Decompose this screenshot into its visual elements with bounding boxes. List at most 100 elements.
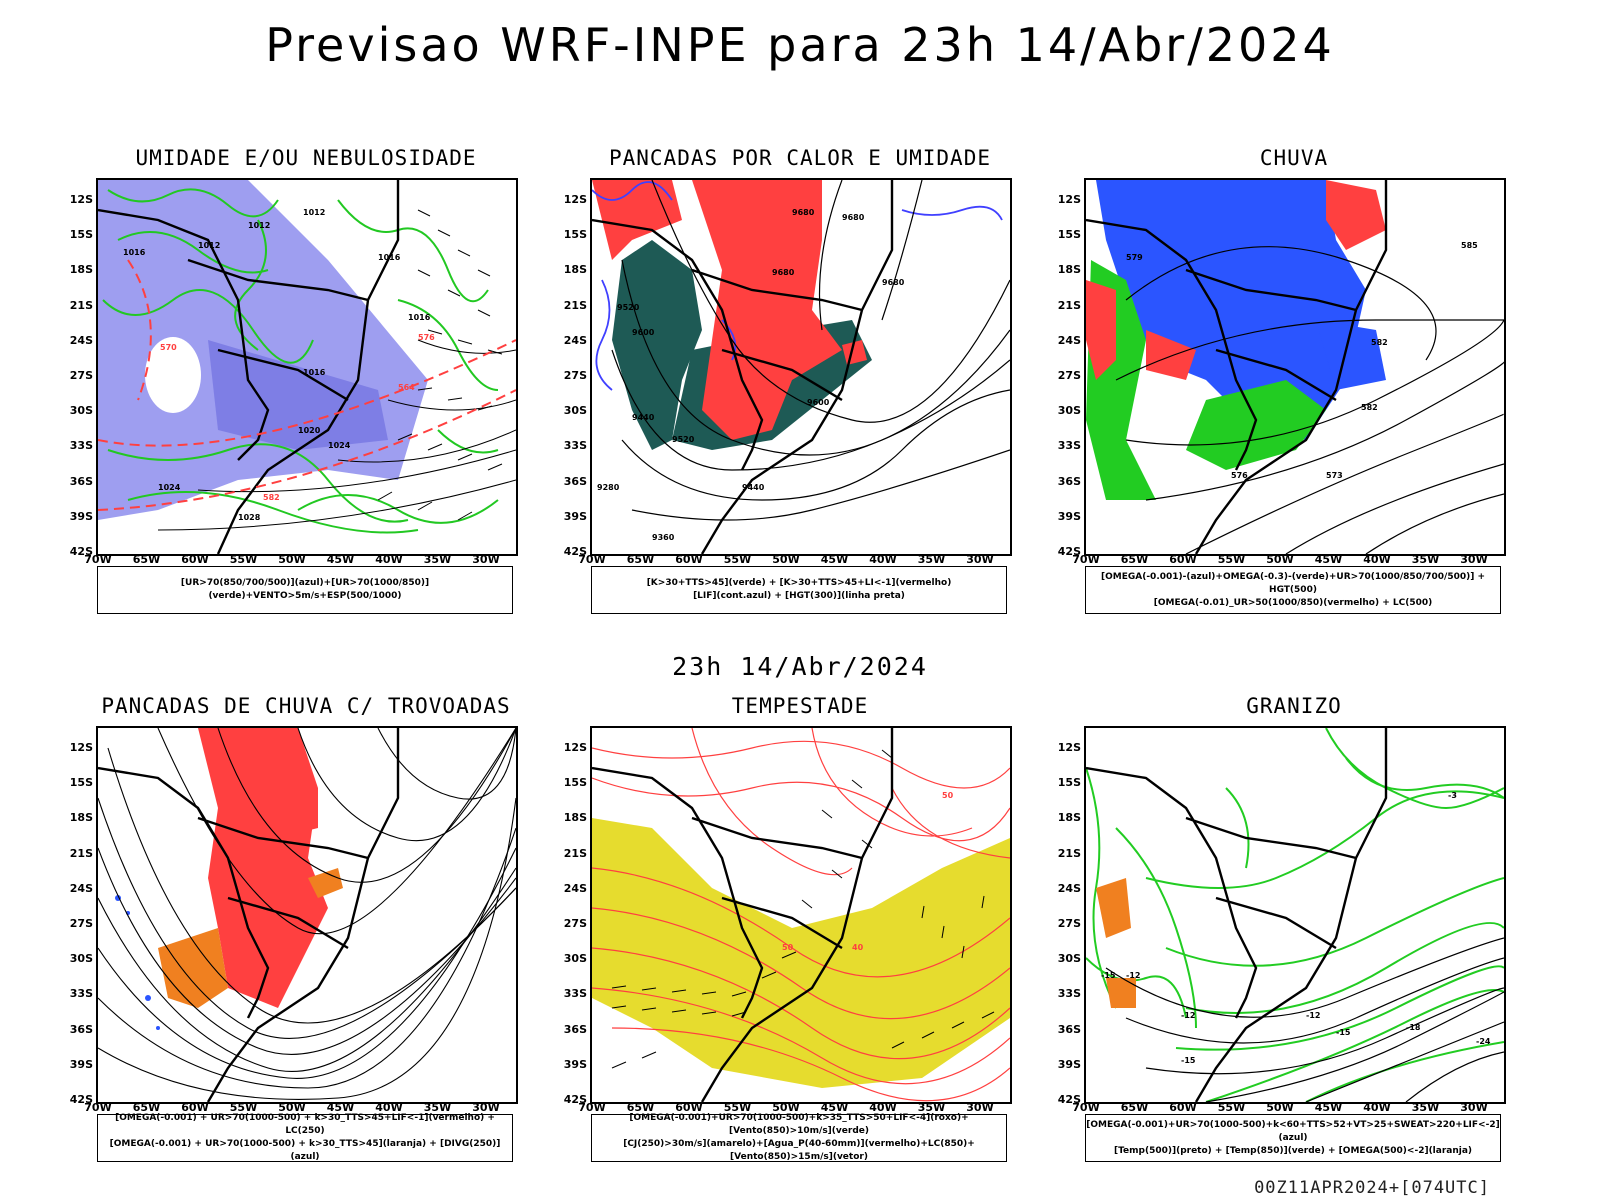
lat-tick-label: 24S [563,881,587,895]
lon-tick-label: 70W [84,1101,112,1114]
legend-umidade: [UR>70(850/700/500)](azul)+[UR>70(1000/8… [97,566,513,614]
lon-tick-label: 35W [1411,553,1440,566]
lon-tick-label: 55W [1217,1101,1246,1114]
contour-label: 579 [1126,253,1143,262]
legend-line: [Temp(500)](preto) + [Temp(850)](verde) … [1113,1145,1473,1156]
lon-tick-label: 60W [1169,553,1197,566]
lat-tick-label: 42S [1057,545,1081,558]
lat-tick-label: 21S [1057,846,1081,860]
lon-tick-label: 55W [229,553,258,566]
lat-tick-label: 36S [69,474,93,488]
lat-tick-label: 39S [1057,509,1081,523]
contour-label: 1016 [408,313,431,322]
lat-tick-label: 24S [69,881,93,895]
lat-tick-label: 30S [1057,404,1081,418]
fill-teal [612,240,702,450]
lon-tick-label: 30W [966,553,994,566]
lon-tick-label: 50W [278,1101,306,1114]
lon-tick-label: 65W [1120,553,1149,566]
contour-label: 9600 [632,328,655,337]
fill-red-main [692,180,842,440]
contour-label: 582 [263,493,280,502]
contour-label: 582 [1371,338,1388,347]
lat-tick-label: 15S [69,228,93,242]
mid-title: 23h 14/Abr/2024 [672,652,928,681]
lat-tick-label: 42S [563,1093,587,1106]
contour-label: -15 [1101,971,1116,980]
lat-tick-label: 36S [69,1022,93,1036]
lon-tick-label: 70W [578,553,606,566]
lon-tick-label: 55W [723,1101,752,1114]
contour-label: 9360 [652,533,675,542]
contour-label: 576 [418,333,435,342]
lat-tick-label: 36S [563,1022,587,1036]
legend-granizo: [OMEGA(-0.001)+UR>70(1000-500)+k<60+TTS>… [1085,1114,1501,1162]
lon-tick-label: 65W [626,553,655,566]
lat-tick-label: 30S [69,952,93,966]
lat-tick-label: 24S [1057,881,1081,895]
contour-label: 9680 [772,268,795,277]
legend-line: [OMEGA(-0.001)-(azul)+OMEGA(-0.3)-(verde… [1100,571,1486,595]
panel-title-trovoadas: PANCADAS DE CHUVA C/ TROVOADAS [101,694,511,718]
lat-tick-label: 12S [1057,193,1081,206]
fill-blue-omega [1096,180,1366,440]
lat-tick-label: 21S [563,298,587,312]
lat-tick-label: 24S [1057,333,1081,347]
lon-tick-label: 35W [423,1101,452,1114]
legend-chuva: [OMEGA(-0.001)-(azul)+OMEGA(-0.3)-(verde… [1085,566,1501,614]
lon-tick-label: 65W [626,1101,655,1114]
lat-tick-label: 36S [563,474,587,488]
lat-tick-label: 42S [69,545,93,558]
lon-tick-label: 30W [472,553,500,566]
fill-red-west [1086,280,1116,380]
lat-tick-label: 15S [563,776,587,790]
lat-tick-label: 12S [563,193,587,206]
lon-tick-label: 40W [375,1101,403,1114]
lon-tick-label: 30W [1460,553,1488,566]
contour-label: -15 [1336,1028,1351,1037]
fill-orange-hail [1096,878,1131,938]
fill-blue-darker [208,340,388,450]
contour-label: 564 [398,383,415,392]
lat-tick-label: 12S [69,193,93,206]
lon-tick-label: 40W [1363,553,1391,566]
lat-tick-label: 36S [1057,474,1081,488]
contour-label: -15 [1181,1056,1196,1065]
contour-label: -12 [1126,971,1140,980]
contour-label: -18 [1406,1023,1421,1032]
lat-tick-label: 42S [563,545,587,558]
lat-tick-label: 15S [563,228,587,242]
contour-label: -12 [1181,1011,1195,1020]
legend-line: [OMEGA(-0.001) + UR>70(1000-500) + k>30_… [109,1139,501,1162]
contour-label: 1012 [198,241,220,250]
contour-label: 573 [1326,471,1343,480]
fill-red-east [1326,180,1386,250]
lat-tick-label: 30S [563,952,587,966]
lon-tick-label: 45W [1314,553,1343,566]
lat-tick-label: 33S [563,439,587,453]
contour-label: 50 [942,791,954,800]
lon-tick-label: 40W [1363,1101,1391,1114]
fill-red-patch [842,340,867,365]
map-trovoadas [96,726,518,1104]
lon-tick-label: 30W [1460,1101,1488,1114]
fill-red-east [268,788,318,838]
fill-red-mid [1146,330,1196,380]
lat-tick-label: 30S [563,404,587,418]
lat-tick-label: 18S [69,811,93,825]
map-pancadas-calor: 9680 9680 9680 9680 9600 9600 9520 9520 … [590,178,1012,556]
contour-label: 9520 [672,435,695,444]
lon-tick-label: 70W [578,1101,606,1114]
lat-tick-label: 27S [1057,917,1081,930]
lat-tick-label: 27S [563,369,587,382]
contour-label: -24 [1476,1037,1491,1046]
contour-label: 1012 [248,221,270,230]
lat-tick-label: 42S [69,1093,93,1106]
contour-label: 9600 [807,398,830,407]
contour-label: 582 [1361,403,1378,412]
contour-label: 576 [1231,471,1248,480]
lon-tick-label: 35W [1411,1101,1440,1114]
lat-tick-label: 39S [69,509,93,523]
lat-tick-label: 27S [1057,369,1081,382]
contour-label: -3 [1448,791,1457,800]
